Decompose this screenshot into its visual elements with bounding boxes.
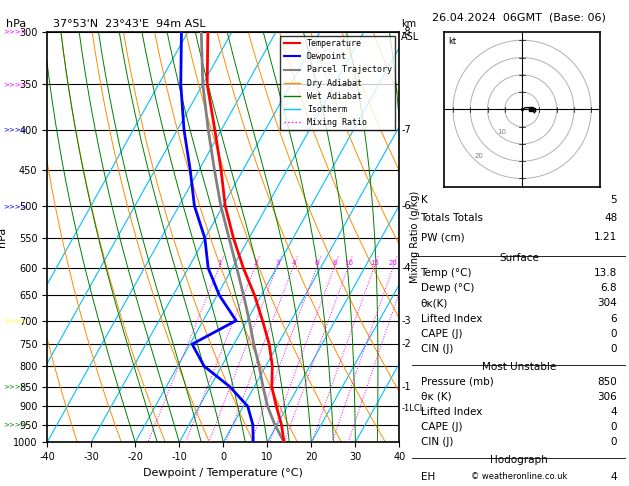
Text: 6: 6 — [315, 260, 320, 266]
Text: >>>>: >>>> — [3, 422, 26, 428]
Text: -1LCL: -1LCL — [401, 404, 425, 413]
Text: Hodograph: Hodograph — [490, 454, 548, 465]
Y-axis label: hPa: hPa — [0, 227, 8, 247]
Text: 0: 0 — [611, 329, 617, 339]
Text: km: km — [401, 19, 416, 29]
Text: CAPE (J): CAPE (J) — [421, 422, 462, 432]
Text: 4: 4 — [611, 471, 617, 482]
Legend: Temperature, Dewpoint, Parcel Trajectory, Dry Adiabat, Wet Adiabat, Isotherm, Mi: Temperature, Dewpoint, Parcel Trajectory… — [281, 36, 395, 130]
Text: 4: 4 — [291, 260, 296, 266]
Text: K: K — [421, 195, 427, 205]
Text: >>>>: >>>> — [3, 81, 26, 87]
Text: -4: -4 — [401, 263, 411, 273]
Text: 13.8: 13.8 — [594, 268, 617, 278]
Text: kt: kt — [448, 37, 456, 46]
Text: -6: -6 — [401, 201, 411, 211]
Text: CIN (J): CIN (J) — [421, 344, 453, 354]
Text: >>>>: >>>> — [3, 203, 26, 209]
Text: Most Unstable: Most Unstable — [482, 362, 556, 372]
Text: 306: 306 — [598, 392, 617, 402]
Text: Lifted Index: Lifted Index — [421, 407, 482, 417]
Text: 304: 304 — [598, 298, 617, 309]
Text: Mixing Ratio (g/kg): Mixing Ratio (g/kg) — [410, 191, 420, 283]
Text: -8: -8 — [401, 27, 411, 36]
Text: ASL: ASL — [401, 32, 420, 42]
Text: -2: -2 — [401, 339, 411, 349]
X-axis label: Dewpoint / Temperature (°C): Dewpoint / Temperature (°C) — [143, 468, 303, 478]
Text: 26.04.2024  06GMT  (Base: 06): 26.04.2024 06GMT (Base: 06) — [432, 12, 606, 22]
Text: Surface: Surface — [499, 253, 539, 262]
Text: -1: -1 — [401, 382, 411, 392]
Text: 15: 15 — [370, 260, 379, 266]
Text: Lifted Index: Lifted Index — [421, 313, 482, 324]
Text: >>>>: >>>> — [3, 29, 26, 35]
Text: 10: 10 — [344, 260, 353, 266]
Text: θᴋ(K): θᴋ(K) — [421, 298, 448, 309]
Text: >>>>: >>>> — [3, 384, 26, 390]
Text: 6: 6 — [611, 313, 617, 324]
Text: 850: 850 — [598, 377, 617, 387]
Text: θᴋ (K): θᴋ (K) — [421, 392, 451, 402]
Text: 6.8: 6.8 — [601, 283, 617, 293]
Text: 20: 20 — [389, 260, 398, 266]
Text: -7: -7 — [401, 125, 411, 135]
Text: PW (cm): PW (cm) — [421, 232, 464, 242]
Text: 1.21: 1.21 — [594, 232, 617, 242]
Text: -3: -3 — [401, 315, 411, 326]
Text: 3: 3 — [275, 260, 279, 266]
Text: Dewp (°C): Dewp (°C) — [421, 283, 474, 293]
Text: 1: 1 — [218, 260, 222, 266]
Text: Temp (°C): Temp (°C) — [421, 268, 472, 278]
Text: CAPE (J): CAPE (J) — [421, 329, 462, 339]
Text: © weatheronline.co.uk: © weatheronline.co.uk — [470, 472, 567, 481]
Text: 2: 2 — [253, 260, 257, 266]
Text: 4: 4 — [611, 407, 617, 417]
Text: 20: 20 — [474, 153, 483, 159]
Text: Pressure (mb): Pressure (mb) — [421, 377, 493, 387]
Text: 8: 8 — [332, 260, 337, 266]
Text: 0: 0 — [611, 422, 617, 432]
Text: >>>>: >>>> — [3, 127, 26, 133]
Text: >>>>: >>>> — [3, 317, 26, 324]
Text: hPa: hPa — [6, 19, 26, 29]
Text: CIN (J): CIN (J) — [421, 437, 453, 447]
Text: Totals Totals: Totals Totals — [421, 213, 484, 224]
Text: 0: 0 — [611, 344, 617, 354]
Text: 0: 0 — [611, 437, 617, 447]
Text: 5: 5 — [611, 195, 617, 205]
Text: EH: EH — [421, 471, 435, 482]
Text: 10: 10 — [497, 128, 506, 135]
Text: 48: 48 — [604, 213, 617, 224]
Text: 37°53'N  23°43'E  94m ASL: 37°53'N 23°43'E 94m ASL — [53, 19, 206, 29]
